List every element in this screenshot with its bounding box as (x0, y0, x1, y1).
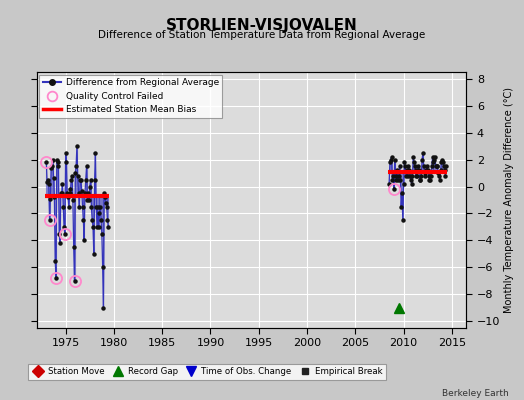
Legend: Station Move, Record Gap, Time of Obs. Change, Empirical Break: Station Move, Record Gap, Time of Obs. C… (28, 364, 386, 380)
Text: Berkeley Earth: Berkeley Earth (442, 389, 508, 398)
Text: Difference of Station Temperature Data from Regional Average: Difference of Station Temperature Data f… (99, 30, 425, 40)
Text: STORLIEN-VISJOVALEN: STORLIEN-VISJOVALEN (166, 18, 358, 33)
Y-axis label: Monthly Temperature Anomaly Difference (°C): Monthly Temperature Anomaly Difference (… (504, 87, 515, 313)
